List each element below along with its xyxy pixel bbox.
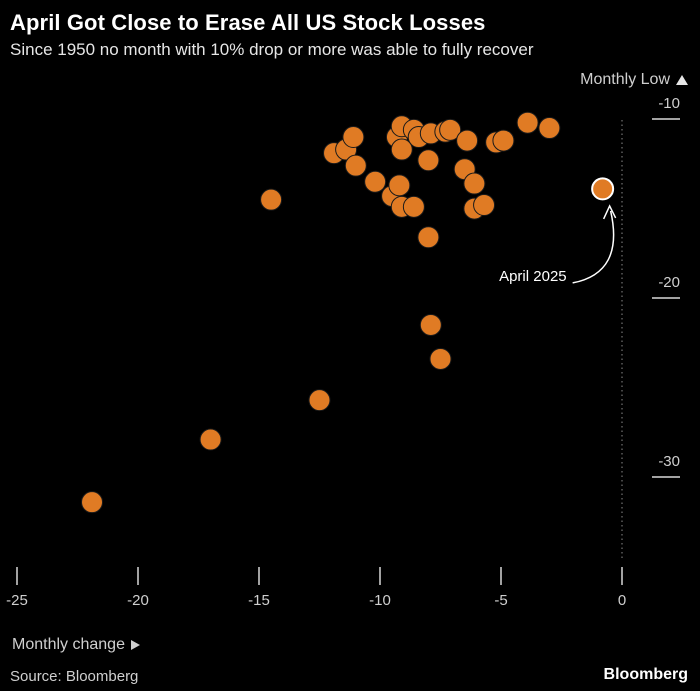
data-point bbox=[419, 313, 442, 336]
data-point bbox=[516, 111, 539, 134]
y-tick-label: -30 bbox=[658, 453, 680, 470]
data-point bbox=[388, 174, 411, 197]
data-point bbox=[473, 194, 496, 217]
right-triangle-icon bbox=[130, 640, 140, 650]
data-point bbox=[492, 129, 515, 152]
data-point bbox=[342, 126, 365, 149]
data-point bbox=[538, 117, 561, 140]
y-axis-label: Monthly Low bbox=[580, 71, 688, 89]
x-tick-label: -10 bbox=[369, 592, 391, 609]
data-point bbox=[463, 172, 486, 195]
y-tick-label: -10 bbox=[658, 95, 680, 112]
highlight-point bbox=[591, 177, 615, 201]
annotation-arrowhead bbox=[602, 204, 617, 220]
data-point bbox=[417, 149, 440, 172]
data-point bbox=[417, 226, 440, 249]
data-point bbox=[260, 188, 283, 211]
x-tick-label: -20 bbox=[127, 592, 149, 609]
x-tick-label: -15 bbox=[248, 592, 270, 609]
annotation-arrow bbox=[572, 210, 615, 284]
up-triangle-icon bbox=[676, 75, 688, 85]
chart-subtitle: Since 1950 no month with 10% drop or mor… bbox=[10, 40, 534, 59]
x-tick-label: -25 bbox=[6, 592, 28, 609]
data-point bbox=[344, 154, 367, 177]
chart-title: April Got Close to Erase All US Stock Lo… bbox=[10, 10, 486, 35]
x-axis-label-text: Monthly change bbox=[12, 636, 125, 653]
bloomberg-logo: Bloomberg bbox=[603, 666, 688, 683]
x-tick-label: 0 bbox=[618, 592, 626, 609]
data-point bbox=[308, 389, 331, 412]
data-point bbox=[390, 138, 413, 161]
data-point bbox=[364, 170, 387, 193]
source-note: Source: Bloomberg bbox=[10, 668, 139, 685]
x-axis-label: Monthly change bbox=[12, 636, 140, 654]
data-point bbox=[456, 129, 479, 152]
data-point bbox=[199, 428, 222, 451]
data-point bbox=[439, 118, 462, 141]
x-tick-label: -5 bbox=[494, 592, 507, 609]
data-point bbox=[429, 347, 452, 370]
annotation-label: April 2025 bbox=[499, 268, 567, 285]
data-point bbox=[402, 195, 425, 218]
y-tick-label: -20 bbox=[658, 274, 680, 291]
data-point bbox=[81, 491, 104, 514]
y-axis-label-text: Monthly Low bbox=[580, 71, 670, 88]
